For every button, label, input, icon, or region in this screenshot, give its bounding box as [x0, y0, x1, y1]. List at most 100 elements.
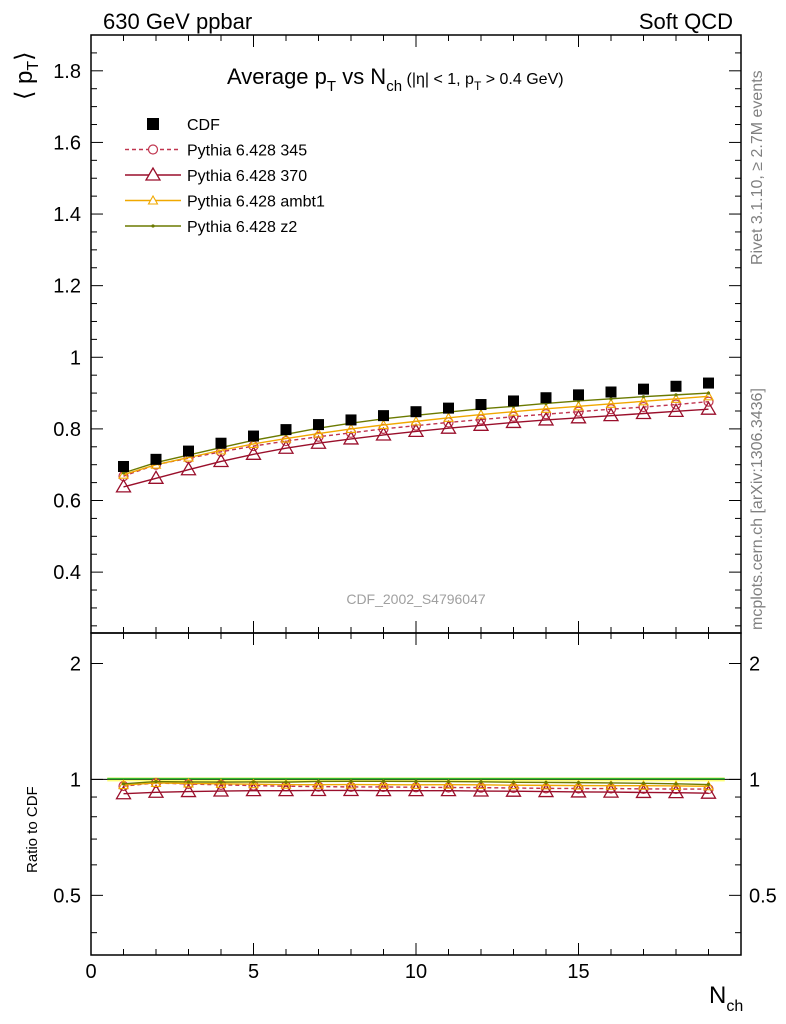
y-tick-label: 1 [70, 347, 81, 369]
data-point-p370 [310, 434, 327, 449]
data-point-p370-ratio [472, 782, 490, 797]
data-point-z2 [121, 471, 126, 475]
data-point-z2 [706, 391, 711, 395]
legend-marker-p370 [144, 166, 162, 181]
data-point-cdf [183, 445, 194, 457]
data-point-ambt1 [118, 469, 129, 479]
ratio-y-tick-label-right: 1 [749, 769, 760, 791]
data-point-ambt1-ratio [378, 779, 389, 789]
legend-label-p370: Pythia 6.428 370 [187, 168, 307, 185]
data-point-ambt1-ratio [670, 780, 682, 790]
legend-label-p345: Pythia 6.428 345 [187, 143, 307, 160]
data-point-cdf [345, 414, 357, 426]
data-point-cdf [573, 389, 584, 401]
data-point-ambt1 [703, 390, 714, 401]
data-point-p370 [277, 439, 295, 454]
data-point-ambt1 [313, 427, 324, 438]
data-point-p370 [537, 411, 555, 426]
data-point-p370 [147, 470, 165, 484]
legend-marker-cdf [147, 118, 159, 130]
data-point-p370 [115, 478, 132, 493]
data-point-p370 [180, 461, 197, 476]
data-point-ambt1 [345, 423, 357, 433]
legend-marker-z2 [151, 224, 155, 228]
data-point-z2 [674, 393, 678, 397]
data-point-z2-ratio [511, 780, 516, 784]
y-axis-label-main: ⟨ pT⟩ [11, 51, 42, 100]
data-point-p345 [605, 404, 617, 415]
series-line-ambt1-ratio [123, 782, 709, 787]
x-tick-label: 0 [85, 961, 96, 983]
data-point-ambt1-ratio [345, 778, 357, 789]
legend-marker-ambt1 [147, 194, 159, 205]
data-point-p370-ratio [537, 783, 555, 798]
data-point-z2-ratio [251, 780, 256, 784]
data-point-ambt1 [183, 451, 194, 462]
data-point-cdf [378, 410, 389, 422]
ratio-y-tick-label-left: 1 [70, 769, 81, 791]
svg-text:Nch: Nch [709, 982, 743, 1015]
data-point-p370-ratio [570, 783, 587, 798]
data-point-ambt1-ratio [118, 779, 129, 790]
x-tick-label: 5 [248, 961, 259, 983]
y-tick-label: 1.8 [53, 61, 81, 83]
data-point-z2-ratio [479, 780, 483, 784]
data-point-ambt1-ratio [280, 779, 292, 789]
data-point-z2-ratio [544, 780, 548, 785]
data-point-z2 [641, 395, 646, 399]
data-point-p370 [342, 430, 360, 445]
data-point-z2-ratio [641, 781, 646, 785]
svg-text:Average pT vs Nch (|η| < 1, pT: Average pT vs Nch (|η| < 1, pT > 0.4 GeV… [227, 64, 564, 95]
data-point-ambt1 [605, 398, 617, 408]
data-point-cdf [475, 399, 487, 411]
mcplots-label: mcplots.cern.ch [arXiv:1306.3436] [749, 388, 766, 630]
data-point-ambt1-ratio [150, 777, 162, 788]
data-point-cdf [605, 386, 617, 398]
series-line-p370 [123, 408, 709, 488]
data-point-p370-ratio [212, 782, 230, 797]
data-point-ambt1-ratio [508, 779, 519, 790]
data-point-cdf [638, 383, 649, 395]
data-point-p370-ratio [602, 783, 620, 798]
data-point-z2-ratio [674, 782, 678, 786]
data-point-p370-ratio [115, 785, 132, 800]
data-point-z2-ratio [381, 779, 386, 783]
data-point-ambt1 [443, 412, 454, 422]
data-point-ambt1 [248, 438, 259, 448]
data-point-ambt1 [670, 393, 682, 403]
data-point-p370 [635, 405, 652, 420]
data-point-p345 [540, 409, 552, 420]
y-tick-label: 0.6 [53, 491, 81, 513]
data-point-z2-ratio [219, 780, 223, 784]
data-point-cdf [410, 406, 422, 418]
data-point-ambt1 [378, 419, 389, 430]
series-line-z2 [123, 392, 709, 474]
data-point-ambt1-ratio [248, 778, 259, 789]
data-point-ambt1 [410, 415, 422, 426]
y-tick-label: 1.2 [53, 276, 81, 298]
ratio-y-tick-label-left: 0.5 [53, 885, 81, 907]
data-point-ambt1-ratio [215, 778, 227, 788]
y-tick-label: 1.4 [53, 204, 81, 226]
data-point-p370-ratio [342, 782, 360, 797]
data-point-z2-ratio [316, 779, 321, 784]
data-point-ambt1-ratio [540, 779, 552, 790]
svg-text:⟨ pT⟩: ⟨ pT⟩ [11, 51, 42, 100]
ratio-frame [90, 632, 742, 956]
y-axis-label-ratio: Ratio to CDF [24, 786, 41, 873]
y-tick-label: 0.4 [53, 562, 81, 584]
data-point-z2-ratio [446, 780, 451, 784]
data-point-ambt1-ratio [703, 780, 714, 791]
x-axis-label: Nch [709, 982, 743, 1015]
data-point-p370-ratio [700, 784, 717, 799]
data-point-ambt1 [280, 432, 292, 443]
series-line-p370-ratio [123, 789, 709, 795]
series-line-ambt1 [123, 395, 709, 476]
data-point-z2-ratio [609, 781, 613, 785]
main-panel: 0.4 0.6 0.8 1 1.2 1.4 1.6 1.8 [53, 34, 742, 634]
data-point-ambt1-ratio [573, 779, 584, 790]
analysis-watermark: CDF_2002_S4796047 [346, 591, 486, 607]
data-point-ambt1 [540, 403, 552, 413]
data-point-ambt1 [475, 408, 487, 419]
data-point-ambt1-ratio [313, 779, 324, 789]
